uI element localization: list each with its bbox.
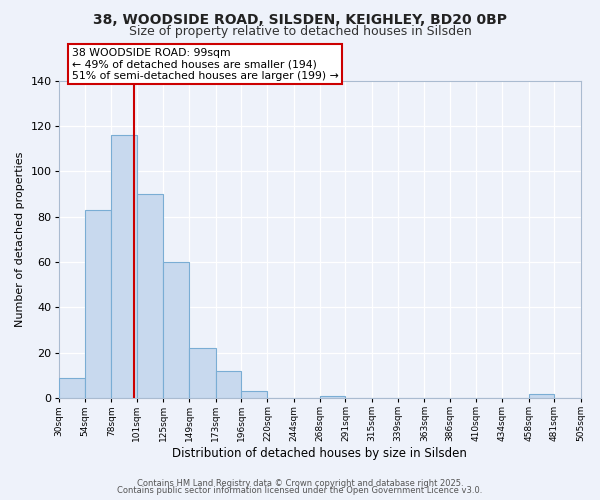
Bar xyxy=(163,262,190,398)
Y-axis label: Number of detached properties: Number of detached properties xyxy=(15,152,25,327)
Bar xyxy=(137,194,163,398)
Text: Contains public sector information licensed under the Open Government Licence v3: Contains public sector information licen… xyxy=(118,486,482,495)
Text: 38, WOODSIDE ROAD, SILSDEN, KEIGHLEY, BD20 0BP: 38, WOODSIDE ROAD, SILSDEN, KEIGHLEY, BD… xyxy=(93,12,507,26)
X-axis label: Distribution of detached houses by size in Silsden: Distribution of detached houses by size … xyxy=(172,447,467,460)
Bar xyxy=(85,210,112,398)
Bar xyxy=(216,371,241,398)
Bar xyxy=(320,396,346,398)
Bar xyxy=(241,392,268,398)
Text: Size of property relative to detached houses in Silsden: Size of property relative to detached ho… xyxy=(128,25,472,38)
Bar xyxy=(529,394,554,398)
Bar xyxy=(190,348,216,398)
Bar xyxy=(59,378,85,398)
Text: Contains HM Land Registry data © Crown copyright and database right 2025.: Contains HM Land Registry data © Crown c… xyxy=(137,478,463,488)
Text: 38 WOODSIDE ROAD: 99sqm
← 49% of detached houses are smaller (194)
51% of semi-d: 38 WOODSIDE ROAD: 99sqm ← 49% of detache… xyxy=(71,48,338,80)
Bar xyxy=(112,135,137,398)
